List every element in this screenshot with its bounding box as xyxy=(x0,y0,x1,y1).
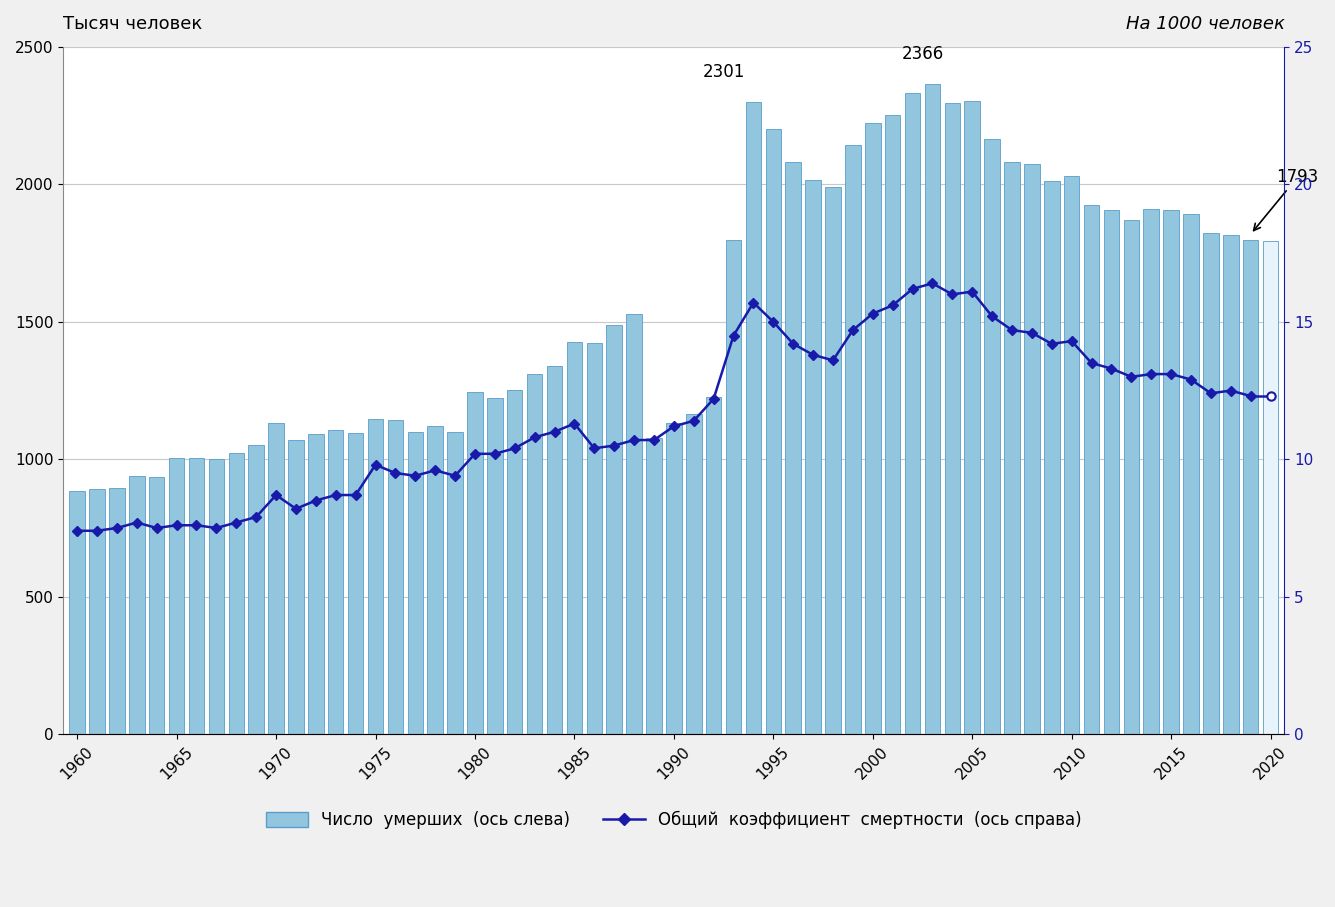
Bar xyxy=(487,397,502,734)
Bar xyxy=(726,240,741,734)
Bar xyxy=(387,420,403,734)
Bar xyxy=(1263,241,1279,734)
Bar xyxy=(606,325,622,734)
Bar xyxy=(328,430,343,734)
Bar xyxy=(845,145,861,734)
Bar xyxy=(348,433,363,734)
Bar xyxy=(407,432,423,734)
Bar xyxy=(1203,232,1219,734)
Bar xyxy=(109,488,124,734)
Bar xyxy=(646,438,662,734)
Bar xyxy=(945,103,960,734)
Bar xyxy=(89,489,104,734)
Bar xyxy=(964,101,980,734)
Bar xyxy=(666,424,682,734)
Bar xyxy=(885,115,900,734)
Bar xyxy=(188,458,204,734)
Bar xyxy=(367,419,383,734)
Bar xyxy=(467,392,483,734)
Bar xyxy=(925,83,940,734)
Bar xyxy=(765,129,781,734)
Legend: Число  умерших  (ось слева), Общий  коэффициент  смертности  (ось справа): Число умерших (ось слева), Общий коэффиц… xyxy=(259,805,1088,835)
Text: На 1000 человек: На 1000 человек xyxy=(1125,15,1284,34)
Text: Тысяч человек: Тысяч человек xyxy=(63,15,203,34)
Bar xyxy=(208,459,224,734)
Bar xyxy=(746,102,761,734)
Bar xyxy=(626,314,642,734)
Bar xyxy=(1243,239,1259,734)
Bar xyxy=(547,366,562,734)
Bar xyxy=(785,161,801,734)
Bar xyxy=(228,453,244,734)
Text: 1793: 1793 xyxy=(1254,168,1319,230)
Bar xyxy=(308,434,323,734)
Text: 2366: 2366 xyxy=(901,45,944,63)
Bar xyxy=(150,477,164,734)
Bar xyxy=(706,397,721,734)
Bar xyxy=(427,425,443,734)
Bar xyxy=(1183,214,1199,734)
Bar xyxy=(527,374,542,734)
Bar xyxy=(268,424,284,734)
Bar xyxy=(805,180,821,734)
Bar xyxy=(1024,163,1040,734)
Bar xyxy=(566,343,582,734)
Bar xyxy=(1223,235,1239,734)
Bar xyxy=(288,440,303,734)
Bar xyxy=(507,390,522,734)
Bar xyxy=(129,476,144,734)
Bar xyxy=(1124,219,1139,734)
Text: 2301: 2301 xyxy=(702,63,745,81)
Bar xyxy=(1004,162,1020,734)
Bar xyxy=(825,188,841,734)
Bar xyxy=(905,93,920,734)
Bar xyxy=(248,445,264,734)
Bar xyxy=(1144,209,1159,734)
Bar xyxy=(586,343,602,734)
Bar xyxy=(686,414,701,734)
Bar xyxy=(865,122,881,734)
Bar xyxy=(168,458,184,734)
Bar xyxy=(69,491,85,734)
Bar xyxy=(984,139,1000,734)
Bar xyxy=(1084,205,1099,734)
Bar xyxy=(447,432,463,734)
Bar xyxy=(1104,210,1119,734)
Bar xyxy=(1044,181,1060,734)
Bar xyxy=(1064,176,1080,734)
Bar xyxy=(1163,210,1179,734)
